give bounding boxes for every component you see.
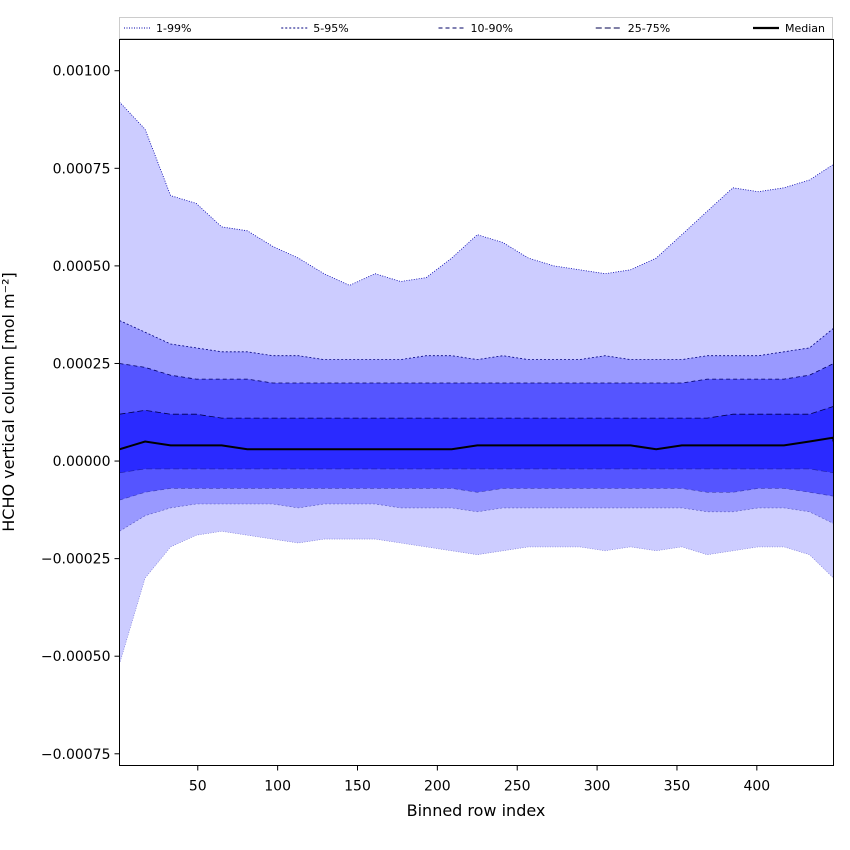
band-lower-line-1-99-	[119, 530, 834, 665]
legend-label-5-95-: 5-95%	[313, 22, 348, 35]
x-tick-label: 150	[344, 779, 371, 795]
x-tick-label: 300	[584, 779, 611, 795]
y-axis-ticks: −0.00075 −0.00050 −0.00025 0.00000 0.00025 0.…	[41, 64, 120, 763]
band-upper-line-10-90-	[119, 359, 834, 384]
y-tick-label: −0.00075	[41, 747, 111, 763]
y-tick-label: −0.00025	[41, 552, 111, 568]
percentile-edge-lines	[119, 101, 834, 665]
band-lower-line-25-75-	[119, 468, 834, 477]
legend-label-10-90-: 10-90%	[471, 22, 513, 35]
band-25-75-	[119, 402, 834, 477]
y-tick-label: 0.00100	[53, 64, 111, 80]
plot-frame	[119, 39, 834, 766]
band-upper-line-25-75-	[119, 402, 834, 419]
x-tick-label: 200	[424, 779, 451, 795]
x-tick-label: 250	[504, 779, 531, 795]
x-axis-ticks: 50 100 150 200 250 300 350 400	[189, 765, 770, 795]
legend-label-median: Median	[785, 22, 825, 35]
x-tick-label: 100	[264, 779, 291, 795]
y-tick-label: 0.00000	[53, 454, 111, 470]
legend: 1-99% 5-95% 10-90% 25-75% Median	[119, 17, 833, 39]
band-upper-line-5-95-	[119, 320, 834, 361]
x-tick-label: 400	[743, 779, 770, 795]
y-tick-label: 0.00075	[53, 161, 111, 177]
band-lower-line-5-95-	[119, 503, 834, 547]
x-tick-label: 350	[664, 779, 691, 795]
band-lower-line-10-90-	[119, 488, 834, 508]
y-tick-label: −0.00050	[41, 649, 111, 665]
y-axis-label: HCHO vertical column [mol m⁻²]	[0, 272, 18, 531]
y-tick-label: 0.00025	[53, 356, 111, 372]
legend-box	[119, 17, 833, 39]
y-tick-label: 0.00050	[53, 259, 111, 275]
median-line	[119, 436, 834, 451]
legend-label-25-75-: 25-75%	[628, 22, 670, 35]
x-tick-label: 50	[189, 779, 207, 795]
legend-label-1-99-: 1-99%	[156, 22, 191, 35]
x-axis-label: Binned row index	[407, 801, 546, 820]
median-layer	[119, 436, 834, 451]
